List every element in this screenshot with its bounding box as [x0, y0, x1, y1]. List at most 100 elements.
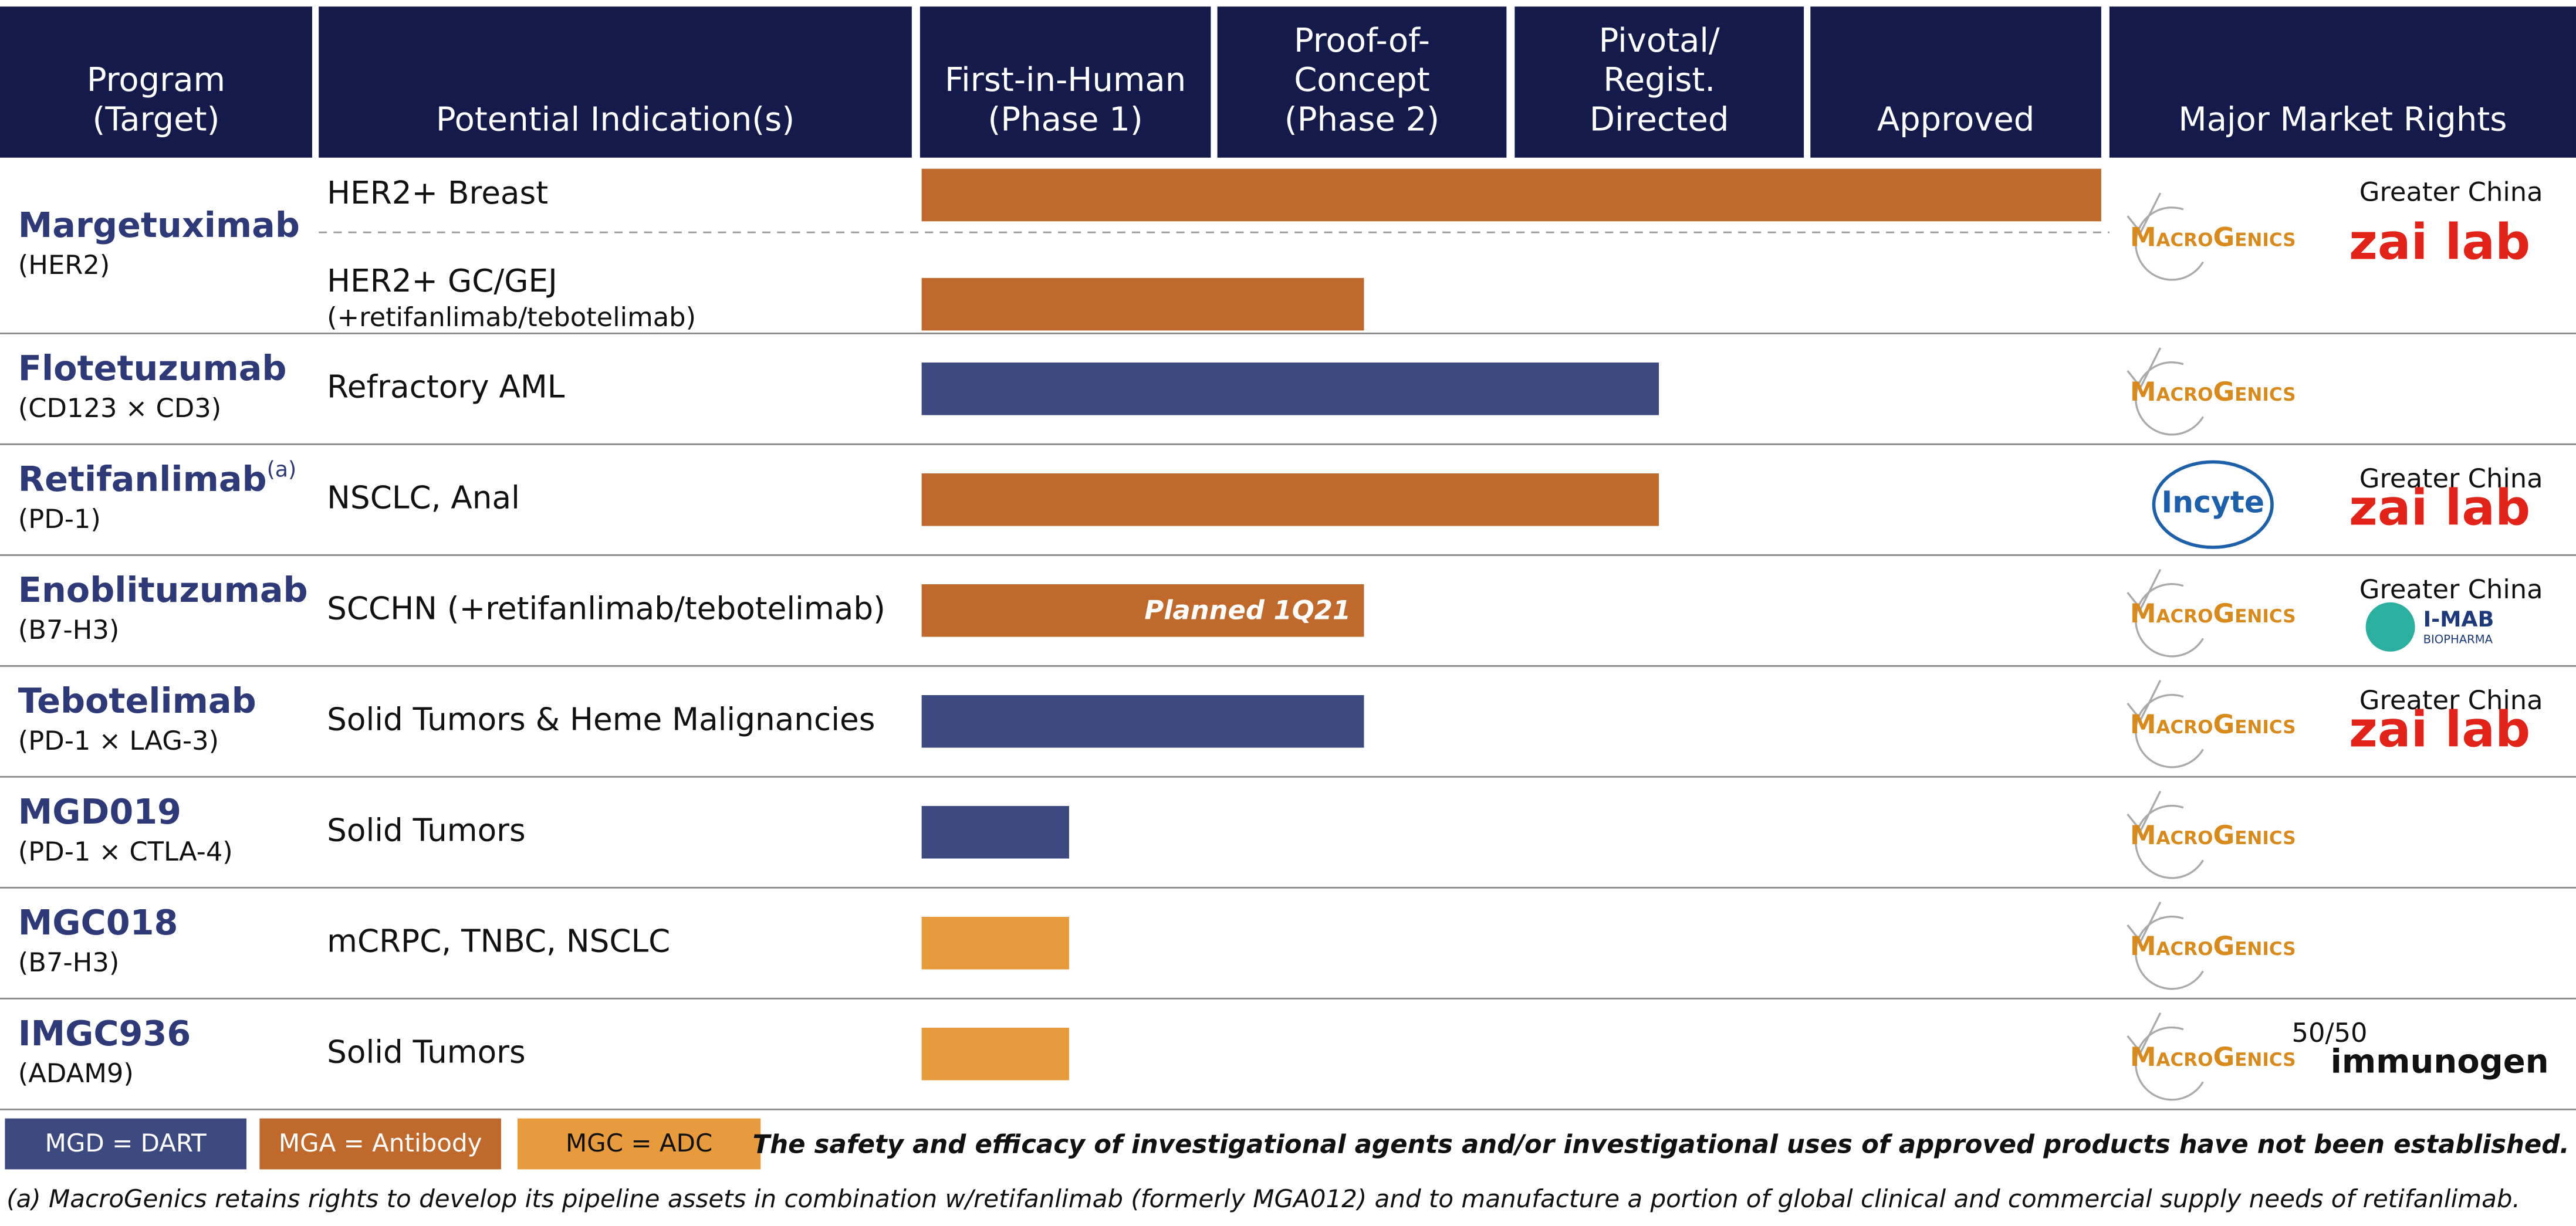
logo-sub: BIOPHARMA — [2423, 633, 2493, 646]
logo: zai lab — [2349, 214, 2530, 271]
program-name: MGC018 — [18, 902, 178, 943]
progress-bar — [921, 473, 1659, 526]
program-target: (ADAM9) — [18, 1058, 134, 1089]
program-name: Margetuximab — [18, 205, 300, 245]
indication: HER2+ Breast — [327, 175, 548, 211]
program-target: (B7-H3) — [18, 614, 119, 645]
logo: MacroGenics — [2130, 819, 2296, 851]
legend-swatch — [5, 1118, 246, 1170]
program-target: (HER2) — [18, 249, 110, 280]
indication: Solid Tumors — [327, 1034, 526, 1070]
logo: MacroGenics — [2130, 221, 2296, 252]
program-name-text: Retifanlimab — [18, 459, 267, 499]
program-target: (CD123 × CD3) — [18, 392, 221, 424]
program-target: (PD-1) — [18, 503, 101, 534]
program-name-text: Enoblituzumab — [18, 570, 308, 610]
logo: MacroGenics — [2130, 709, 2296, 740]
program-name-text: Tebotelimab — [18, 680, 256, 721]
progress-bar — [921, 1027, 1069, 1081]
header-cell — [2109, 6, 2576, 158]
logo-mark — [2127, 1012, 2204, 1101]
indication: (+retifanlimab/tebotelimab) — [327, 302, 696, 333]
header-text: (Target) — [93, 100, 220, 138]
header-text: Major Market Rights — [2178, 100, 2507, 138]
logo-mark — [2127, 192, 2204, 281]
header-text: Proof-of- — [1294, 22, 1430, 60]
header-text: Pivotal/ — [1599, 22, 1720, 60]
rights-note: 50/50 — [2291, 1017, 2367, 1048]
logo-mark — [2127, 680, 2204, 768]
header-text: First-in-Human — [945, 61, 1186, 99]
indication: NSCLC, Anal — [327, 479, 520, 516]
program-name-text: Flotetuzumab — [18, 348, 287, 388]
program-name: Retifanlimab(a) — [18, 456, 296, 499]
logo: MacroGenics — [2130, 1041, 2296, 1072]
program-name: Enoblituzumab — [18, 570, 308, 610]
logo: Incyte — [2161, 485, 2264, 520]
program-name-text: MGD019 — [18, 791, 181, 832]
footnote: (a) MacroGenics retains rights to develo… — [6, 1184, 2520, 1213]
header-text: (Phase 1) — [988, 100, 1143, 138]
rights-note: Greater China — [2359, 463, 2543, 494]
progress-bar — [921, 695, 1364, 748]
logo: MacroGenics — [2130, 376, 2296, 407]
program-name-text: Margetuximab — [18, 205, 300, 245]
header-cell — [1217, 6, 1507, 158]
header-text: Directed — [1590, 100, 1729, 138]
logo: immunogen — [2331, 1043, 2549, 1081]
indication: Solid Tumors & Heme Malignancies — [327, 701, 875, 737]
program-target: (PD-1 × LAG-3) — [18, 725, 219, 756]
program-name-text: MGC018 — [18, 902, 178, 943]
header-text: Regist. — [1603, 61, 1715, 99]
program-target: (B7-H3) — [18, 947, 119, 978]
progress-bar — [921, 584, 1364, 637]
legend-label: MGD = DART — [45, 1129, 207, 1157]
program-note: (a) — [267, 456, 297, 482]
logo-mark — [2127, 902, 2204, 990]
logo: MacroGenics — [2130, 598, 2296, 629]
logo: zai lab — [2349, 700, 2530, 758]
indication: Solid Tumors — [327, 812, 526, 848]
logo-mark — [2127, 569, 2204, 658]
header-text: Concept — [1294, 61, 1430, 99]
logo: zai lab — [2349, 479, 2530, 536]
legend-swatch — [259, 1118, 501, 1170]
header-text: Approved — [1877, 100, 2035, 138]
program-name-text: IMGC936 — [18, 1013, 191, 1054]
progress-bar — [921, 805, 1069, 859]
indication: Refractory AML — [327, 368, 565, 405]
header-cell — [319, 6, 912, 158]
progress-bar — [921, 363, 1659, 415]
header-cell — [919, 6, 1211, 158]
header-text: (Phase 2) — [1284, 100, 1439, 138]
program-name: IMGC936 — [18, 1013, 191, 1054]
rights-note: Greater China — [2359, 176, 2543, 207]
legend-swatch — [517, 1118, 761, 1170]
legend-label: MGC = ADC — [566, 1129, 712, 1157]
header-cell — [1515, 6, 1804, 158]
indication: HER2+ GC/GEJ — [327, 263, 557, 299]
header-text: Potential Indication(s) — [436, 100, 795, 138]
header-cell — [0, 6, 312, 158]
progress-bar — [921, 168, 2101, 222]
bar-label: Planned 1Q21 — [1144, 595, 1351, 626]
program-target: (PD-1 × CTLA-4) — [18, 836, 233, 867]
program-name: MGD019 — [18, 791, 181, 832]
logo: MacroGenics — [2130, 930, 2296, 961]
rights-note: Greater China — [2359, 574, 2543, 605]
legend-label: MGA = Antibody — [279, 1129, 482, 1157]
logo-mark — [2365, 602, 2415, 652]
program-name: Flotetuzumab — [18, 348, 287, 388]
progress-bar — [921, 277, 1364, 331]
indication: SCCHN (+retifanlimab/tebotelimab) — [327, 590, 885, 626]
program-name: Tebotelimab — [18, 680, 256, 721]
disclaimer: The safety and efficacy of investigation… — [753, 1130, 2570, 1160]
logo-mark — [2127, 347, 2204, 436]
header-text: Program — [87, 61, 225, 99]
logo: I-MAB — [2423, 607, 2494, 632]
logo-mark — [2127, 791, 2204, 879]
logo-ring — [2152, 460, 2274, 549]
rights-note: Greater China — [2359, 685, 2543, 716]
